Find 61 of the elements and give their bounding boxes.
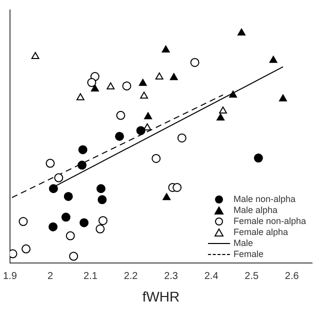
point <box>64 192 73 201</box>
point <box>31 52 40 59</box>
legend-label: Female <box>233 249 264 259</box>
point <box>69 252 78 261</box>
point <box>90 84 99 92</box>
point <box>78 145 88 154</box>
point <box>106 82 115 90</box>
point <box>144 112 152 120</box>
point <box>114 132 124 141</box>
x-tick-label: 2.2 <box>124 270 138 282</box>
x-tick-label: 2.5 <box>244 270 259 282</box>
x-tick-label: 2.1 <box>84 270 98 282</box>
point <box>98 216 108 226</box>
point <box>162 46 170 53</box>
legend-label: Male <box>233 238 253 248</box>
point <box>66 231 75 240</box>
point <box>238 28 246 36</box>
point <box>152 154 161 163</box>
point <box>18 217 28 226</box>
point <box>78 160 87 170</box>
legend-label: Female alpha <box>233 227 288 237</box>
point <box>254 154 263 163</box>
legend-label: Male non-alpha <box>233 194 296 204</box>
x-axis-title: fWHR <box>142 288 180 304</box>
point <box>172 182 182 192</box>
point <box>80 218 89 228</box>
x-tick-label: 2.4 <box>204 270 219 282</box>
point <box>96 224 105 234</box>
point <box>229 90 238 98</box>
point <box>216 113 225 120</box>
point <box>190 58 200 67</box>
point <box>219 106 227 114</box>
point <box>269 56 278 63</box>
point <box>116 110 126 120</box>
x-tick-label: 2.6 <box>284 270 300 282</box>
point <box>140 92 148 99</box>
point <box>155 72 164 80</box>
legend-label: Female non-alpha <box>233 216 306 226</box>
point <box>10 249 18 258</box>
point <box>96 184 106 194</box>
x-tick-label: 1.9 <box>3 270 18 282</box>
point <box>162 193 171 200</box>
point <box>138 78 147 86</box>
x-tick-label: 2.3 <box>164 270 178 282</box>
x-tick-label: 2 <box>47 270 54 282</box>
point <box>143 123 152 130</box>
point <box>48 184 58 194</box>
point <box>177 133 186 142</box>
point <box>170 73 178 80</box>
point <box>46 158 55 168</box>
point <box>279 94 287 102</box>
point <box>98 195 107 204</box>
point <box>48 222 58 232</box>
point <box>87 78 96 88</box>
point <box>76 93 84 100</box>
point <box>22 244 31 254</box>
point <box>122 81 132 90</box>
point <box>54 173 64 182</box>
legend-label: Male alpha <box>233 205 278 215</box>
point <box>136 126 146 136</box>
point <box>61 212 70 222</box>
